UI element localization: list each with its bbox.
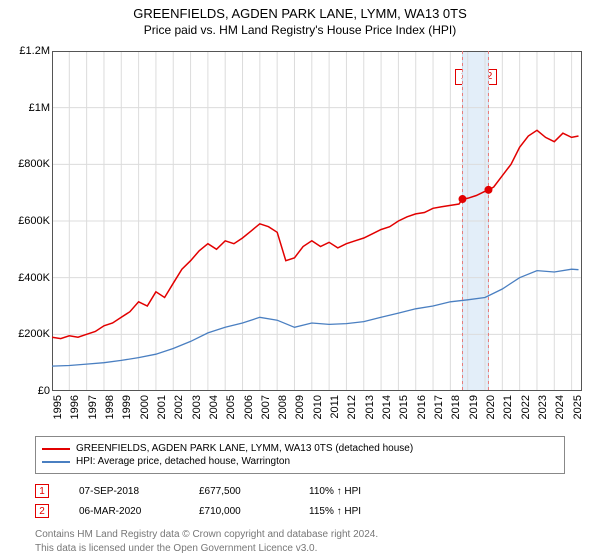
x-tick-label: 2014 xyxy=(381,395,393,419)
chart-document: GREENFIELDS, AGDEN PARK LANE, LYMM, WA13… xyxy=(0,6,600,560)
transaction-pct: 110% ↑ HPI xyxy=(309,486,409,497)
transaction-date: 07-SEP-2018 xyxy=(79,486,169,497)
x-tick-label: 1999 xyxy=(121,395,133,419)
x-tick-label: 2004 xyxy=(208,395,220,419)
x-tick-label: 1997 xyxy=(87,395,99,419)
x-tick-label: 2025 xyxy=(572,395,584,419)
transaction-date: 06-MAR-2020 xyxy=(79,506,169,517)
x-tick-label: 2022 xyxy=(520,395,532,419)
x-tick-label: 2013 xyxy=(364,395,376,419)
series-hpi xyxy=(52,269,579,366)
x-tick-label: 2007 xyxy=(260,395,272,419)
x-tick-label: 2020 xyxy=(485,395,497,419)
transactions-table: 1 07-SEP-2018 £677,500 110% ↑ HPI 2 06-M… xyxy=(35,481,565,521)
x-tick-label: 1996 xyxy=(69,395,81,419)
y-tick-label: £0 xyxy=(38,385,50,397)
legend-swatch xyxy=(42,448,70,450)
transaction-price: £677,500 xyxy=(199,486,279,497)
legend-label: HPI: Average price, detached house, Warr… xyxy=(76,456,290,467)
x-tick-label: 2011 xyxy=(329,395,341,419)
x-tick-label: 2009 xyxy=(294,395,306,419)
x-tick-label: 2010 xyxy=(312,395,324,419)
x-tick-label: 2017 xyxy=(433,395,445,419)
legend-item-hpi: HPI: Average price, detached house, Warr… xyxy=(42,455,558,468)
title: GREENFIELDS, AGDEN PARK LANE, LYMM, WA13… xyxy=(0,6,600,21)
x-tick-label: 1995 xyxy=(52,395,64,419)
x-tick-label: 2019 xyxy=(468,395,480,419)
transaction-row: 1 07-SEP-2018 £677,500 110% ↑ HPI xyxy=(35,481,565,501)
chart-svg xyxy=(52,51,582,391)
footer-line: Contains HM Land Registry data © Crown c… xyxy=(35,528,378,542)
x-tick-label: 2024 xyxy=(554,395,566,419)
y-tick-label: £1.2M xyxy=(19,45,50,57)
transaction-pct: 115% ↑ HPI xyxy=(309,506,409,517)
x-tick-label: 2003 xyxy=(191,395,203,419)
x-tick-label: 2018 xyxy=(450,395,462,419)
footer-line: This data is licensed under the Open Gov… xyxy=(35,542,378,556)
y-tick-label: £800K xyxy=(18,158,50,170)
x-tick-label: 2012 xyxy=(346,395,358,419)
x-tick-label: 1998 xyxy=(104,395,116,419)
transaction-marker: 2 xyxy=(35,504,49,518)
transaction-price: £710,000 xyxy=(199,506,279,517)
x-tick-label: 2016 xyxy=(416,395,428,419)
x-tick-label: 2008 xyxy=(277,395,289,419)
x-tick-label: 2000 xyxy=(139,395,151,419)
x-tick-label: 2001 xyxy=(156,395,168,419)
footer: Contains HM Land Registry data © Crown c… xyxy=(35,528,378,555)
y-tick-label: £400K xyxy=(18,272,50,284)
legend-item-property: GREENFIELDS, AGDEN PARK LANE, LYMM, WA13… xyxy=(42,442,558,455)
x-tick-label: 2005 xyxy=(225,395,237,419)
series-property xyxy=(52,130,579,338)
y-tick-label: £600K xyxy=(18,215,50,227)
y-tick-label: £1M xyxy=(29,102,50,114)
plot-area: £0£200K£400K£600K£800K£1M£1.2M1995199619… xyxy=(52,51,582,391)
legend: GREENFIELDS, AGDEN PARK LANE, LYMM, WA13… xyxy=(35,436,565,474)
legend-label: GREENFIELDS, AGDEN PARK LANE, LYMM, WA13… xyxy=(76,443,413,454)
subtitle: Price paid vs. HM Land Registry's House … xyxy=(0,23,600,37)
transaction-row: 2 06-MAR-2020 £710,000 115% ↑ HPI xyxy=(35,501,565,521)
x-tick-label: 2021 xyxy=(502,395,514,419)
y-tick-label: £200K xyxy=(18,328,50,340)
transaction-marker: 1 xyxy=(35,484,49,498)
x-tick-label: 2002 xyxy=(173,395,185,419)
x-tick-label: 2015 xyxy=(398,395,410,419)
x-tick-label: 2023 xyxy=(537,395,549,419)
legend-swatch xyxy=(42,461,70,463)
x-tick-label: 2006 xyxy=(243,395,255,419)
